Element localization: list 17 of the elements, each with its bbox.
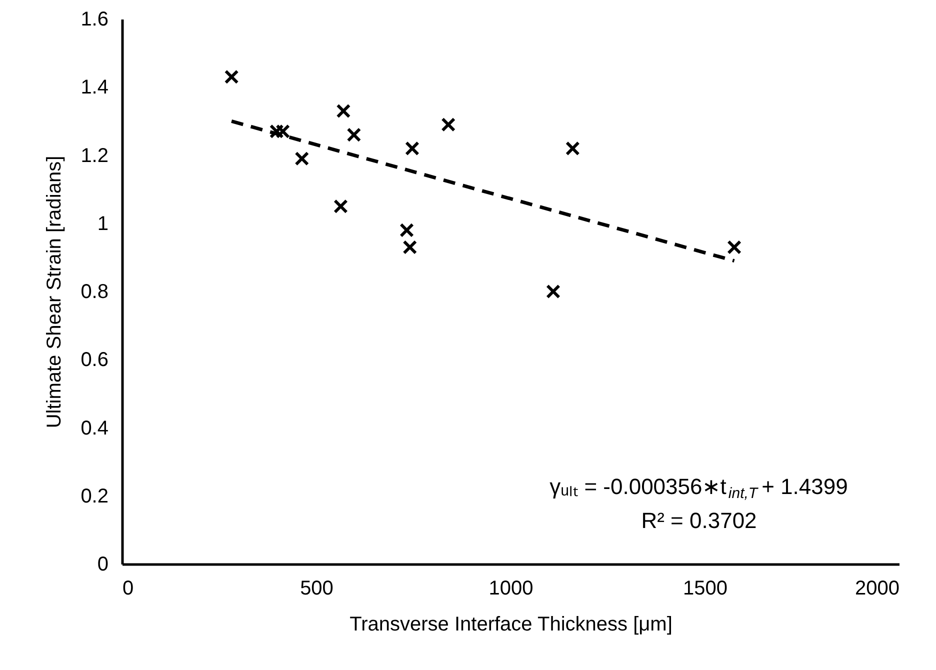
x-tick-label: 2000 [855, 578, 900, 600]
y-tick-label: 0.4 [80, 417, 108, 440]
y-tick-label: 0.6 [80, 349, 108, 372]
y-axis-title: Ultimate Shear Strain [radians] [44, 156, 66, 428]
y-tick-label: 1.6 [80, 8, 108, 30]
y-tick-label: 1.2 [80, 144, 108, 167]
y-tick-label: 0 [97, 554, 108, 576]
y-tick-label: 1 [97, 212, 108, 235]
annotation: R² = 0.3702 [641, 508, 757, 533]
x-tick-label: 1000 [488, 578, 534, 600]
x-tick-label: 1500 [683, 578, 728, 600]
y-tick-label: 0.2 [80, 485, 108, 508]
x-axis-title: Transverse Interface Thickness [μm] [350, 614, 672, 636]
y-tick-label: 0.8 [80, 281, 108, 303]
x-tick-label: 0 [122, 578, 134, 600]
y-tick-label: 1.4 [80, 76, 108, 99]
x-tick-label: 500 [300, 578, 334, 600]
